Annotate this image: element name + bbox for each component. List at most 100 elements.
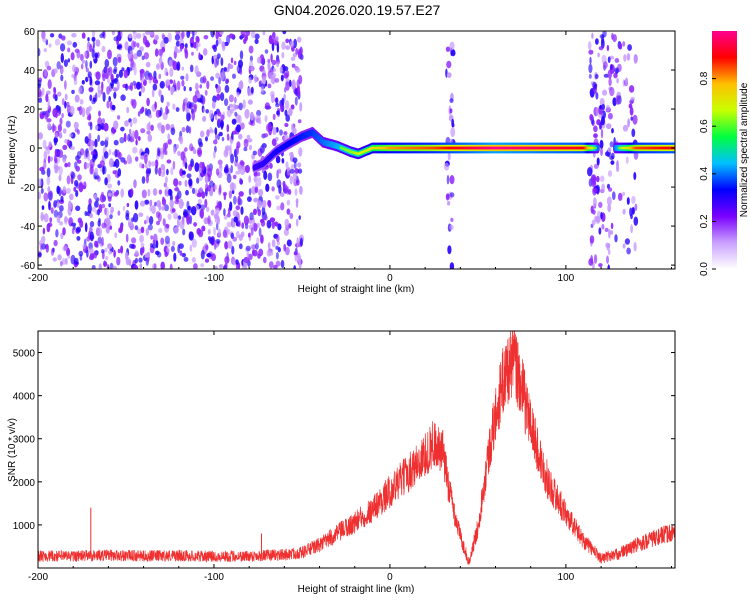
heatmap-noise-cell — [97, 89, 102, 98]
heatmap-noise-cell — [105, 207, 109, 218]
heatmap-noise-cell — [275, 260, 281, 267]
heatmap-noise-cell — [183, 85, 186, 92]
heatmap-noise-cell — [612, 191, 616, 201]
heatmap-noise-cell — [128, 259, 132, 267]
heatmap-noise-cell — [449, 262, 455, 269]
heatmap-noise-cell — [269, 162, 273, 169]
heatmap-noise-cell — [151, 88, 155, 98]
heatmap-noise-cell — [77, 174, 82, 181]
heatmap-noise-cell — [106, 86, 110, 95]
heatmap-noise-cell — [161, 206, 165, 211]
heatmap-noise-cell — [226, 212, 231, 218]
heatmap-noise-cell — [289, 40, 295, 48]
heatmap-x-tick-label: -100 — [204, 273, 224, 284]
heatmap-noise-cell — [205, 136, 208, 142]
heatmap-noise-cell — [243, 138, 249, 148]
heatmap-noise-cell — [627, 44, 632, 51]
heatmap-noise-cell — [81, 32, 86, 39]
heatmap-noise-cell — [99, 33, 105, 39]
heatmap-noise-cell — [593, 254, 598, 264]
heatmap-noise-cell — [594, 73, 599, 79]
heatmap-y-ticks: 60 40 20 0 -20 -40 -60 — [21, 27, 675, 272]
heatmap-noise-cell — [124, 120, 129, 127]
heatmap-noise-cell — [150, 124, 154, 131]
heatmap-noise-cell — [71, 228, 75, 235]
snr-y-tick-label: 2000 — [13, 478, 36, 489]
heatmap-noise-cell — [221, 136, 225, 142]
heatmap-noise-cell — [268, 200, 272, 208]
heatmap-noise-cell — [279, 66, 283, 74]
heatmap-noise-cell — [133, 179, 137, 189]
heatmap-x-tick-label: 0 — [387, 273, 393, 284]
heatmap-noise-cell — [43, 48, 47, 53]
heatmap-noise-cell — [89, 121, 93, 131]
heatmap-noise-cell — [117, 168, 122, 177]
heatmap-noise-cell — [231, 245, 235, 255]
heatmap-noise-cell — [229, 182, 235, 191]
heatmap-noise-cell — [189, 143, 194, 152]
heatmap-noise-cell — [273, 264, 278, 269]
heatmap-noise-cell — [215, 39, 219, 47]
heatmap-noise-cell — [79, 99, 84, 105]
heatmap-noise-cell — [53, 137, 59, 143]
heatmap-noise-cell — [293, 38, 297, 49]
heatmap-noise-cell — [71, 33, 77, 38]
heatmap-noise-cell — [39, 167, 45, 172]
heatmap-noise-cell — [178, 198, 184, 209]
heatmap-noise-cell — [73, 257, 79, 265]
heatmap-noise-cell — [629, 106, 634, 116]
heatmap-noise-cell — [280, 74, 284, 82]
heatmap-noise-cell — [220, 121, 224, 130]
heatmap-noise-cell — [248, 77, 252, 84]
heatmap-noise-cell — [244, 108, 250, 119]
heatmap-noise-cell — [258, 80, 263, 86]
heatmap-noise-cell — [260, 234, 264, 244]
heatmap-noise-cell — [229, 201, 233, 211]
heatmap-noise-cell — [173, 79, 176, 89]
heatmap-noise-cell — [162, 148, 168, 156]
heatmap-noise-cell — [99, 194, 105, 203]
heatmap-noise-cell — [145, 227, 149, 236]
heatmap-noise-cell — [244, 34, 248, 42]
heatmap-noise-cell — [111, 79, 116, 84]
heatmap-noise-cell — [214, 114, 218, 121]
heatmap-noise-cell — [157, 122, 163, 131]
heatmap-noise-cell — [625, 156, 629, 164]
heatmap-noise-cell — [200, 249, 205, 260]
snr-x-tick-label: -100 — [204, 572, 224, 583]
heatmap-noise-cell — [149, 205, 153, 212]
heatmap-noise-cell — [179, 168, 184, 177]
heatmap-noise-cell — [185, 125, 190, 134]
heatmap-noise-cell — [294, 188, 298, 196]
heatmap-noise-cell — [93, 250, 98, 259]
heatmap-noise-cell — [53, 87, 56, 92]
heatmap-noise-cell — [254, 38, 259, 45]
heatmap-noise-cell — [192, 149, 197, 155]
snr-x-tick-label: 0 — [387, 572, 393, 583]
heatmap-noise-cell — [53, 239, 58, 247]
heatmap-noise-cell — [619, 43, 623, 50]
heatmap-noise-cell — [122, 205, 126, 211]
heatmap-noise-cell — [109, 225, 113, 230]
heatmap-ridge-layer — [252, 126, 675, 174]
heatmap-noise-cell — [607, 264, 610, 269]
heatmap-noise-cell — [293, 161, 297, 169]
heatmap-noise-cell — [93, 193, 98, 200]
heatmap-noise-cell — [606, 196, 612, 206]
heatmap-noise-cell — [186, 215, 191, 225]
heatmap-noise-cell — [289, 175, 293, 185]
heatmap-noise-cell — [623, 54, 627, 62]
heatmap-noise-cell — [195, 41, 199, 52]
heatmap-noise-cell — [296, 237, 299, 248]
colorbar-bar — [712, 31, 737, 269]
heatmap-noise-cell — [173, 252, 177, 262]
heatmap-noise-cell — [62, 155, 67, 163]
heatmap-noise-cell — [102, 73, 106, 82]
heatmap-noise-cell — [279, 129, 283, 136]
heatmap-noise-cell — [73, 186, 77, 192]
heatmap-noise-cell — [249, 111, 254, 121]
heatmap-noise-cell — [267, 242, 271, 250]
heatmap-noise-cell — [84, 136, 89, 144]
heatmap-noise-cell — [449, 98, 454, 104]
heatmap-noise-cell — [133, 31, 138, 40]
